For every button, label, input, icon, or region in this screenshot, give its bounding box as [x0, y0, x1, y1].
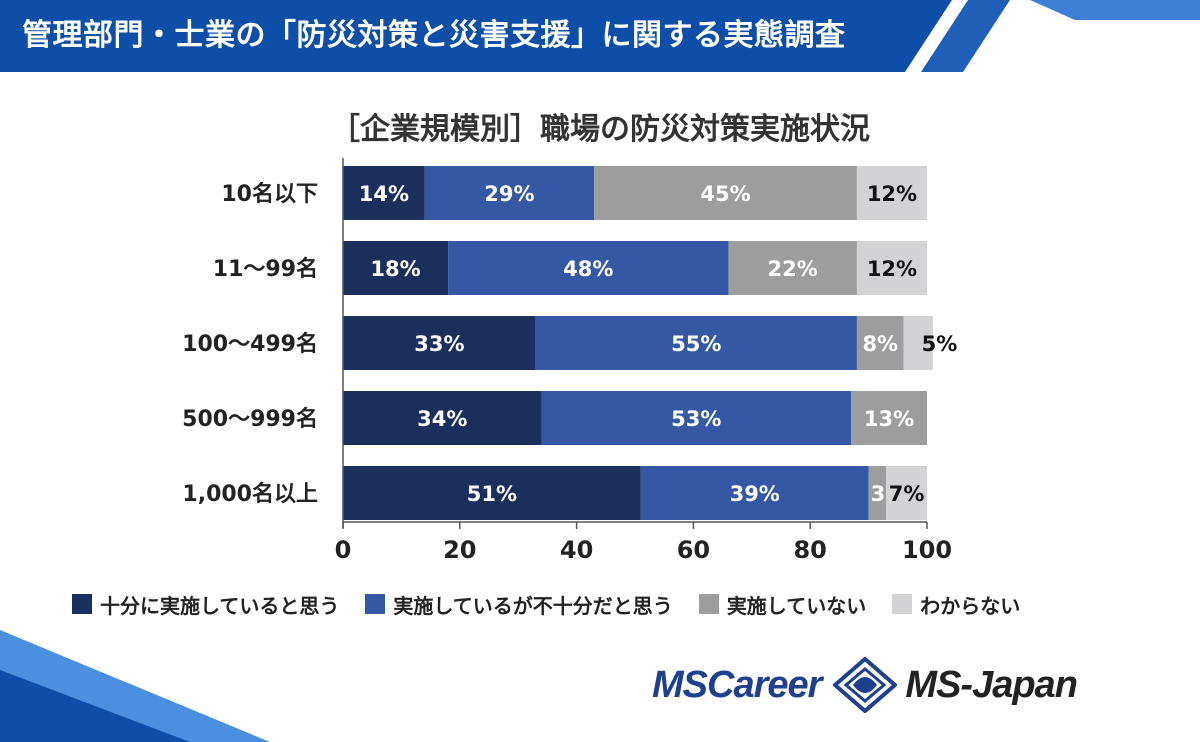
banner-main-shape [0, 0, 952, 72]
data-label: 51% [467, 482, 517, 506]
data-label: 13% [864, 407, 914, 431]
data-label: 45% [700, 182, 750, 206]
bar-segment [851, 391, 927, 445]
category-label: 1,000名以上 [182, 481, 318, 507]
bar-segment [343, 316, 536, 370]
data-label: 5% [922, 332, 958, 356]
bar-segment [856, 316, 904, 370]
bar-segment [343, 391, 542, 445]
legend-label: 実施しているが不十分だと思う [393, 593, 673, 618]
legend-label: わからない [920, 593, 1021, 618]
banner-stripe-1 [921, 0, 1010, 72]
header-banner [0, 0, 1200, 72]
data-label: 22% [768, 257, 818, 281]
data-label: 48% [563, 257, 613, 281]
x-tick-label: 0 [335, 536, 352, 564]
category-label: 11～99名 [213, 256, 318, 282]
chart-title: ［企業規模別］職場の防災対策実施状況 [330, 112, 870, 147]
category-label: 500～999名 [182, 406, 318, 432]
legend-item: わからない [892, 590, 1020, 619]
x-tick-label: 40 [560, 536, 593, 564]
data-label: 12% [867, 257, 917, 281]
banner-stripe-2 [1030, 0, 1200, 20]
corner-decoration [0, 630, 270, 742]
data-label: 7% [889, 482, 925, 506]
bar-segment [856, 241, 927, 295]
diamond-logo-icon [833, 657, 898, 713]
bar-segment [640, 466, 869, 520]
bar-segment [856, 166, 927, 220]
bar-segment [424, 166, 595, 220]
page-title: 管理部門・士業の「防災対策と災害支援」に関する実態調査 [22, 18, 846, 53]
category-label: 10名以下 [221, 181, 318, 207]
stacked-bar-chart: 10名以下 14% 29% 45% 12% 11～99名 18% 48% 22% 12% 100～4… [182, 158, 958, 564]
legend: 十分に実施していると思う 実施しているが不十分だと思う 実施していない わからない [72, 588, 1046, 620]
corner-stripe-dark [0, 670, 190, 742]
category-label: 100～499名 [182, 331, 318, 357]
legend-swatch [72, 594, 92, 614]
x-tick-label: 100 [902, 536, 952, 564]
bar-segment [728, 241, 857, 295]
logo-msjapan: MS-Japan [905, 663, 1077, 706]
bar-segment [594, 166, 857, 220]
bar-segment [343, 241, 449, 295]
bar-segment [535, 316, 857, 370]
legend-swatch [365, 594, 386, 614]
x-tick-label: 20 [443, 536, 476, 564]
bar-segment [343, 166, 425, 220]
data-label: 53% [671, 407, 721, 431]
legend-item: 実施していない [698, 590, 867, 619]
x-tick-label: 60 [677, 536, 710, 564]
legend-label: 実施していない [726, 593, 867, 618]
bar-segment [868, 466, 887, 520]
bar-segment [541, 391, 852, 445]
bar-segment [448, 241, 729, 295]
data-label: 12% [867, 182, 917, 206]
data-label: 33% [414, 332, 464, 356]
logo-mscareer: MSCareer [652, 663, 822, 706]
legend-item: 実施しているが不十分だと思う [365, 590, 673, 619]
data-label: 55% [671, 332, 721, 356]
legend-label: 十分に実施していると思う [100, 593, 340, 618]
data-label: 29% [484, 182, 534, 206]
legend-swatch [698, 594, 719, 614]
data-label: 18% [370, 257, 420, 281]
bar-segment [343, 466, 641, 520]
bar-segment [903, 316, 933, 370]
data-label: 34% [417, 407, 467, 431]
data-label: 14% [359, 182, 409, 206]
legend-swatch [892, 594, 913, 614]
bar-segment [886, 466, 927, 520]
legend-item: 十分に実施していると思う [72, 590, 339, 619]
x-tick-label: 80 [793, 536, 826, 564]
logos: MSCareer MS-Japan [652, 655, 1078, 715]
data-label: 8% [862, 332, 898, 356]
data-label: 39% [730, 482, 780, 506]
